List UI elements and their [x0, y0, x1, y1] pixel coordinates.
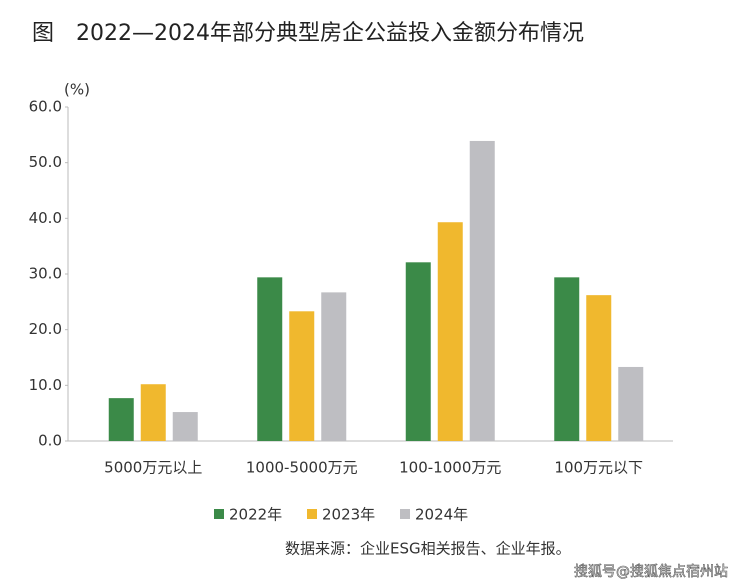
y-tick-label: 10.0 — [29, 376, 62, 394]
bar — [108, 398, 134, 441]
bar — [140, 384, 166, 441]
y-tick-label: 0.0 — [38, 432, 62, 450]
bar — [289, 311, 315, 441]
source-note: 数据来源：企业ESG相关报告、企业年报。 — [285, 540, 571, 558]
bar — [437, 222, 463, 441]
bar — [618, 366, 644, 441]
y-tick-label: 50.0 — [29, 153, 62, 171]
y-tick-label: 40.0 — [29, 209, 62, 227]
y-axis-label: (%) — [64, 81, 90, 99]
bar — [554, 277, 580, 441]
legend-swatch — [400, 509, 410, 519]
watermark: 搜狐号@搜狐焦点宿州站 — [574, 563, 728, 580]
legend-swatch — [307, 509, 317, 519]
x-tick-label: 5000万元以上 — [104, 459, 202, 477]
y-tick-label: 60.0 — [29, 98, 62, 116]
bar — [257, 277, 283, 441]
x-tick-label: 1000-5000万元 — [246, 459, 358, 477]
bar — [405, 262, 431, 441]
legend-label: 2022年 — [229, 506, 282, 524]
legend-swatch — [214, 509, 224, 519]
bar — [172, 412, 198, 441]
bar — [586, 295, 612, 441]
x-tick-label: 100-1000万元 — [399, 459, 501, 477]
x-tick-label: 100万元以下 — [554, 459, 643, 477]
legend-label: 2024年 — [415, 506, 468, 524]
y-tick-label: 20.0 — [29, 320, 62, 338]
bar — [321, 292, 347, 441]
legend-label: 2023年 — [322, 506, 375, 524]
bar — [469, 140, 495, 441]
chart-title: 图 2022—2024年部分典型房企公益投入金额分布情况 — [32, 21, 584, 46]
y-tick-label: 30.0 — [29, 265, 62, 283]
